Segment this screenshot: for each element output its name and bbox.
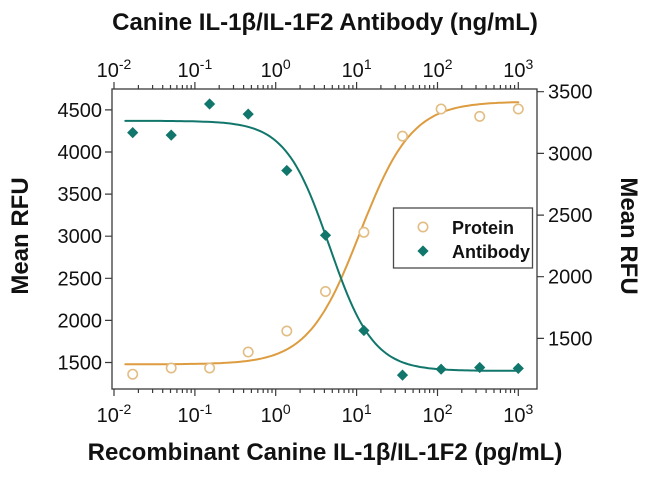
x-tick-label-bottom: 10-1 bbox=[178, 401, 213, 427]
bottom-axis-ticks bbox=[113, 389, 519, 396]
data-point bbox=[512, 103, 524, 115]
data-point bbox=[435, 103, 447, 115]
data-point bbox=[204, 98, 216, 110]
x-tick-label-top: 101 bbox=[342, 56, 372, 82]
data-point bbox=[165, 129, 177, 141]
left-tick-label: 4000 bbox=[58, 142, 103, 164]
data-point bbox=[204, 362, 216, 374]
series-antibody-markers bbox=[127, 98, 524, 381]
data-point bbox=[127, 368, 139, 380]
data-point bbox=[242, 108, 254, 120]
x-tick-label-top: 100 bbox=[261, 56, 291, 82]
x-tick-label-bottom: 102 bbox=[422, 401, 452, 427]
right-tick-label: 3000 bbox=[548, 143, 593, 165]
data-point bbox=[512, 362, 524, 374]
right-tick-label: 2500 bbox=[548, 205, 593, 227]
data-point bbox=[396, 369, 409, 381]
legend-label-antibody: Antibody bbox=[452, 242, 530, 262]
left-tick-label: 1500 bbox=[58, 353, 103, 375]
left-tick-label: 4500 bbox=[58, 100, 103, 122]
left-tick-label: 2500 bbox=[58, 268, 103, 290]
data-point bbox=[165, 362, 177, 374]
left-axis-ticks bbox=[105, 109, 112, 364]
right-axis-ticks bbox=[537, 91, 544, 339]
legend-label-protein: Protein bbox=[452, 218, 514, 238]
data-point bbox=[435, 363, 447, 375]
top-axis-title: Canine IL-1β/IL-1F2 Antibody (ng/mL) bbox=[112, 9, 538, 36]
fit-curve-antibody bbox=[124, 119, 520, 372]
data-point bbox=[358, 226, 370, 238]
legend: Protein Antibody bbox=[392, 207, 534, 269]
left-tick-label: 2000 bbox=[58, 310, 103, 332]
x-tick-label-bottom: 10-2 bbox=[97, 401, 132, 427]
left-tick-label: 3000 bbox=[58, 226, 103, 248]
left-tick-label: 3500 bbox=[58, 184, 103, 206]
data-point bbox=[242, 346, 254, 358]
data-point bbox=[281, 325, 293, 337]
series-protein-markers bbox=[127, 103, 524, 380]
right-tick-label: 3500 bbox=[548, 82, 593, 104]
data-point bbox=[281, 164, 293, 177]
data-point bbox=[396, 130, 408, 142]
legend-box bbox=[392, 207, 534, 269]
fit-curve-protein bbox=[124, 101, 520, 366]
data-point bbox=[474, 361, 486, 374]
data-point bbox=[417, 221, 429, 233]
x-tick-label-top: 102 bbox=[422, 56, 452, 82]
top-axis-ticks bbox=[113, 82, 519, 89]
bottom-axis-title: Recombinant Canine IL-1β/IL-1F2 (pg/mL) bbox=[87, 439, 563, 466]
x-tick-label-bottom: 100 bbox=[261, 401, 291, 427]
right-tick-label: 1500 bbox=[548, 328, 593, 350]
x-tick-label-top: 10-1 bbox=[178, 56, 213, 82]
data-point bbox=[319, 229, 332, 241]
x-tick-label-bottom: 103 bbox=[503, 401, 533, 427]
data-point bbox=[319, 285, 331, 297]
data-point bbox=[417, 245, 429, 257]
data-point bbox=[127, 127, 139, 139]
x-tick-label-top: 103 bbox=[503, 56, 533, 82]
right-tick-label: 2000 bbox=[548, 267, 593, 289]
x-tick-label-top: 10-2 bbox=[97, 56, 132, 82]
x-tick-label-bottom: 101 bbox=[342, 401, 372, 427]
data-point bbox=[358, 324, 370, 337]
data-point bbox=[474, 110, 486, 122]
